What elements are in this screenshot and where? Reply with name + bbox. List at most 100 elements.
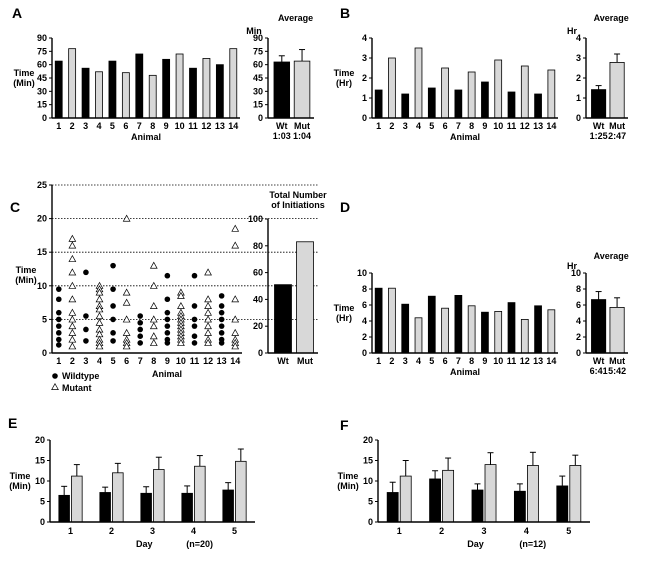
D-bar-animal-7 [454,294,463,354]
C-total-y-tick-label: 40 [253,294,263,304]
B-avg-time-label: 2:47 [608,131,626,141]
C-point-wildtype [55,342,62,348]
E-bar-day5-mut [235,460,247,523]
D-avg-y-tick-label: 10 [571,268,581,278]
A-avg-y-tick-label: 0 [258,113,263,123]
D-bar-animal-14 [547,309,556,354]
B-y-axis-label: Time (Hr) [334,68,355,88]
F-bar-day1-wt [386,492,399,523]
A-bar-animal-9 [162,58,171,119]
C-point-wildtype [164,272,171,279]
C-point-mutant [204,268,212,276]
C-point-mutant [122,288,131,296]
C-point-wildtype [55,286,62,292]
C-point-mutant [122,214,131,222]
C-total-bar-wt [274,284,292,354]
C-y-tick-label: 0 [42,348,47,358]
C-point-wildtype [218,323,225,329]
A-avg-y-tick-label: 60 [253,60,263,70]
panel-label-b: B [340,5,350,21]
C-y-tick-label: 5 [42,314,47,324]
C-point-wildtype [110,316,116,323]
C-y-tick-label: 25 [37,180,47,190]
C-point-wildtype [55,316,62,323]
panel-label-c: C [10,199,20,215]
D-y-tick-label: 10 [357,268,367,278]
D-x-tick-label: 8 [469,356,474,366]
A-x-tick-label: 11 [188,121,198,131]
C-point-mutant [204,328,212,336]
A-bar-animal-10 [175,53,184,119]
C-point-wildtype [164,330,171,336]
C-point-wildtype [137,313,144,319]
C-total-bar-mut [296,241,314,354]
D-avg-time-label: 5:42 [608,366,626,376]
B-bar-animal-11 [507,91,516,119]
E-bar-day3-mut [153,469,165,523]
C-y-axis-label: Time (Min) [15,265,37,285]
C-x-tick-label: 8 [151,356,156,366]
B-bar-animal-9 [481,81,489,119]
C-point-wildtype [110,286,116,292]
C-point-mutant [204,301,212,309]
A-bar-animal-13 [215,64,224,119]
A-bar-animal-12 [202,58,211,119]
B-avg-bar-wt [591,89,607,119]
C-point-wildtype [218,316,225,323]
E-bar-day1-mut [71,475,83,523]
A-x-tick-label: 4 [96,121,101,131]
C-point-mutant [231,224,240,232]
C-point-wildtype [83,269,89,276]
C-point-mutant [95,342,104,350]
A-avg-time-label: 1:03 [273,131,291,141]
B-bar-animal-7 [454,89,463,119]
panel-label-d: D [340,199,350,215]
D-x-tick-label: 7 [456,356,461,366]
D-x-tick-label: 5 [429,356,434,366]
B-bar-animal-6 [441,67,449,119]
B-x-tick-label: 2 [389,121,394,131]
B-avg-y-tick-label: 2 [576,73,581,83]
D-avg-bar-mut [609,306,625,354]
E-x-tick-label: 4 [191,526,196,536]
C-x-tick-label: 1 [56,356,61,366]
E-y-tick-label: 15 [35,456,45,466]
C-total-y-tick-label: 80 [253,241,263,251]
E-bar-day2-mut [112,472,124,523]
A-x-tick-label: 14 [228,121,238,131]
C-x-tick-label: 4 [97,356,102,366]
B-x-tick-label: 8 [469,121,474,131]
C-x-tick-label: 3 [83,356,88,366]
C-total-y-tick-label: 20 [253,321,263,331]
A-avg-bar-wt [273,61,291,119]
C-point-wildtype [191,303,198,309]
A-avg-x-tick-label: Mut [294,121,310,131]
C-point-mutant [68,268,77,276]
D-bar-animal-11 [507,302,516,354]
D-x-tick-label: 4 [416,356,421,366]
A-x-tick-label: 2 [70,121,75,131]
panel-label-a: A [12,5,22,21]
C-legend-mutant-label: Mutant [62,383,92,393]
E-x-tick-label: 3 [150,526,155,536]
B-avg-y-tick-label: 3 [576,53,581,63]
C-point-mutant [68,342,77,350]
B-avg-unit-label: Hr [567,26,577,36]
A-x-tick-label: 7 [137,121,142,131]
E-y-tick-label: 0 [40,517,45,527]
C-y-tick-label: 20 [37,214,47,224]
A-y-tick-label: 60 [37,60,47,70]
F-y-tick-label: 5 [368,497,373,507]
B-avg-y-tick-label: 4 [576,33,581,43]
F-x-tick-label: 5 [566,526,571,536]
C-point-mutant [122,342,131,350]
F-bar-day4-wt [513,490,526,523]
B-x-tick-label: 11 [507,121,517,131]
C-point-mutant [95,305,104,313]
B-x-tick-label: 12 [520,121,530,131]
C-x-tick-label: 6 [124,356,129,366]
F-x-tick-label: 4 [524,526,529,536]
C-point-wildtype [164,316,171,323]
A-bar-animal-2 [68,48,77,119]
C-point-mutant [95,288,104,296]
